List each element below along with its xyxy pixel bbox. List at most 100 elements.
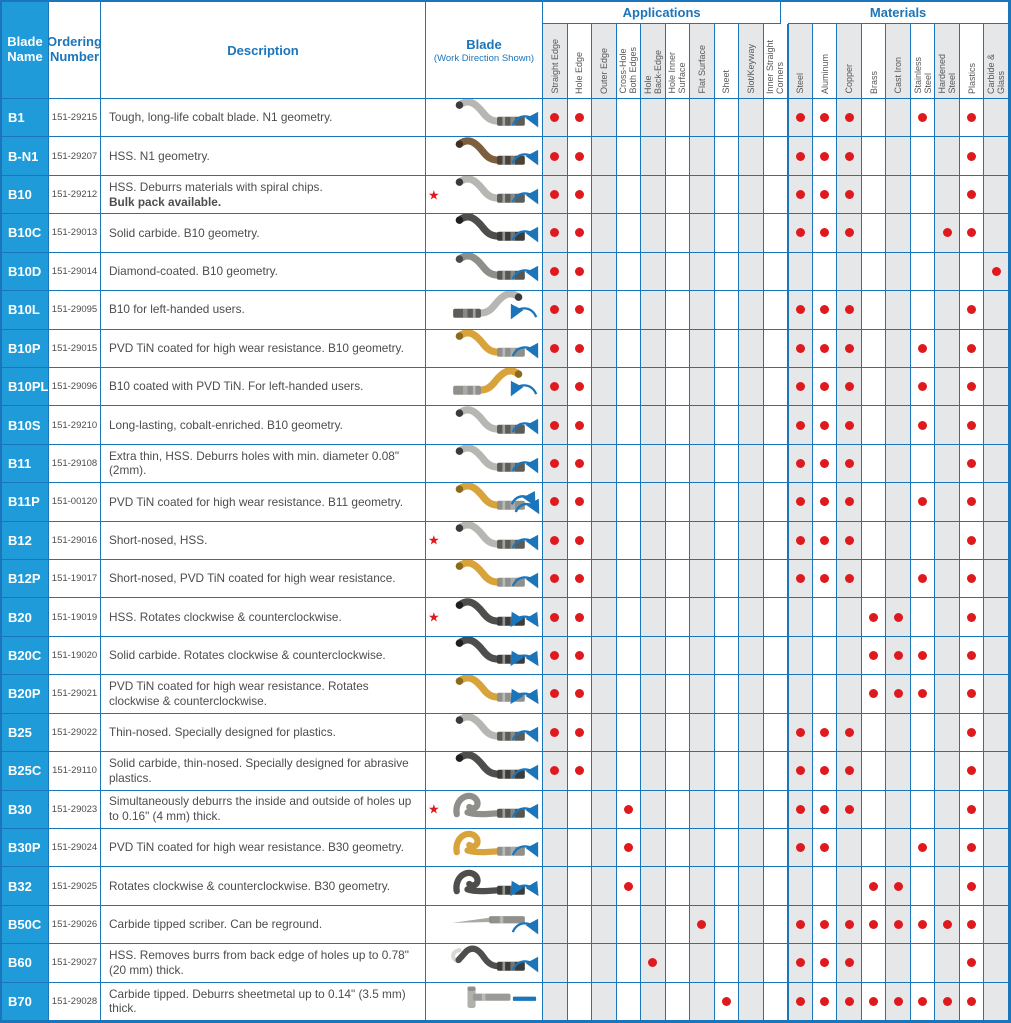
dot-marker: [869, 919, 879, 929]
dot-marker: [844, 958, 854, 968]
header-blade-name-label: Blade Name: [7, 34, 43, 64]
dot-marker: [844, 190, 854, 200]
application-dot-cell: [763, 828, 789, 868]
description-text: B10 for left-handed users.: [109, 302, 245, 317]
dot-marker: [967, 382, 977, 392]
header-applications-group: Applications: [543, 2, 782, 24]
application-dot-cell: [543, 560, 568, 599]
material-dot-cell: [837, 99, 862, 138]
dot-marker: [844, 766, 854, 776]
header-blade: Blade (Work Direction Shown): [426, 2, 543, 99]
application-dot-cell: [592, 713, 617, 753]
header-applications-label: Applications: [622, 5, 701, 20]
material-dot-cell: [910, 483, 936, 522]
material-dot-cell: [837, 636, 862, 676]
blade-cell: ★: [426, 598, 543, 637]
description-cell: Extra thin, HSS. Deburrs holes with min.…: [101, 444, 426, 484]
material-dot-cell: [935, 444, 960, 484]
header-application-col-3: Cross-Hole Both Edges: [616, 24, 642, 99]
dot-marker: [942, 919, 952, 929]
application-dot-cell: [714, 560, 740, 599]
dot-marker: [550, 305, 560, 315]
blade-name: B20P: [8, 686, 41, 702]
application-dot-cell: [543, 99, 568, 138]
material-dot-cell: [837, 521, 862, 560]
dot-marker: [844, 458, 854, 468]
dot-marker: [796, 420, 806, 430]
application-dot-cell: [641, 444, 666, 484]
dot-marker: [796, 228, 806, 238]
ordering-number-cell: 151-29014: [49, 252, 101, 292]
material-dot-cell: [837, 329, 862, 368]
dot-marker: [967, 228, 977, 238]
application-dot-cell: [641, 560, 666, 599]
material-dot-cell: [837, 444, 862, 484]
ordering-number-cell: 151-29025: [49, 867, 101, 906]
dot-marker: [574, 382, 584, 392]
material-dot-cell: [935, 713, 960, 753]
material-dot-cell: [910, 175, 936, 215]
material-dot-cell: [788, 675, 813, 714]
application-dot-cell: [739, 367, 764, 407]
material-dot-cell: [959, 905, 985, 945]
material-dot-cell: [812, 483, 838, 522]
material-dot-cell: [861, 521, 887, 560]
application-dot-cell: [567, 291, 593, 330]
blade-name: B30P: [8, 840, 41, 856]
blade-name-cell: B10: [2, 175, 49, 215]
blade-name-cell: B10S: [2, 406, 49, 445]
blade-cell: [426, 636, 543, 676]
application-dot-cell: [641, 867, 666, 906]
description-cell: PVD TiN coated for high wear resistance.…: [101, 483, 426, 522]
dot-marker: [918, 343, 928, 353]
application-dot-cell: [567, 406, 593, 445]
description-cell: Rotates clockwise & counterclockwise. B3…: [101, 867, 426, 906]
rotation-clockwise-icon: [508, 139, 541, 173]
dot-marker: [550, 113, 560, 123]
ordering-number-cell: 151-29016: [49, 521, 101, 560]
dot-marker: [844, 727, 854, 737]
application-dot-cell: [739, 713, 764, 753]
bulk-pack-star-icon: ★: [428, 801, 440, 817]
application-dot-cell: [641, 99, 666, 138]
blade-cell: [426, 560, 543, 599]
application-dot-cell: [641, 905, 666, 945]
application-dot-cell: [543, 636, 568, 676]
application-dot-cell: [714, 905, 740, 945]
description-text: Solid carbide. B10 geometry.: [109, 225, 260, 240]
dot-marker: [550, 651, 560, 661]
application-dot-cell: [714, 521, 740, 560]
column-label: Steel: [795, 73, 806, 94]
rotation-clockwise-icon: [508, 408, 541, 442]
application-dot-cell: [592, 444, 617, 484]
material-dot-cell: [910, 406, 936, 445]
application-dot-cell: [665, 944, 691, 983]
header-materials-label: Materials: [869, 5, 927, 20]
ordering-number: 151-29023: [51, 803, 98, 815]
column-label: Hole Inner Surface: [667, 52, 688, 94]
header-material-col-4: Cast Iron: [886, 24, 911, 99]
material-dot-cell: [984, 406, 1009, 445]
application-dot-cell: [690, 636, 715, 676]
blade-cell: [426, 99, 543, 138]
application-dot-cell: [543, 598, 568, 637]
material-dot-cell: [935, 521, 960, 560]
header-application-col-2: Outer Edge: [592, 24, 617, 99]
description-cell: Simultaneously deburrs the inside and ou…: [101, 790, 426, 829]
application-dot-cell: [641, 291, 666, 330]
application-dot-cell: [616, 560, 642, 599]
dot-marker: [697, 919, 707, 929]
application-dot-cell: [567, 752, 593, 791]
application-dot-cell: [616, 252, 642, 292]
blade-name: B10C: [8, 225, 42, 241]
blade-name: B10S: [8, 417, 41, 433]
dot-marker: [893, 996, 903, 1006]
description-cell: Tough, long-life cobalt blade. N1 geomet…: [101, 99, 426, 138]
application-dot-cell: [714, 252, 740, 292]
dot-marker: [918, 420, 928, 430]
dot-marker: [796, 919, 806, 929]
blade-cell: [426, 828, 543, 868]
application-dot-cell: [616, 214, 642, 253]
application-dot-cell: [739, 636, 764, 676]
application-dot-cell: [714, 598, 740, 637]
